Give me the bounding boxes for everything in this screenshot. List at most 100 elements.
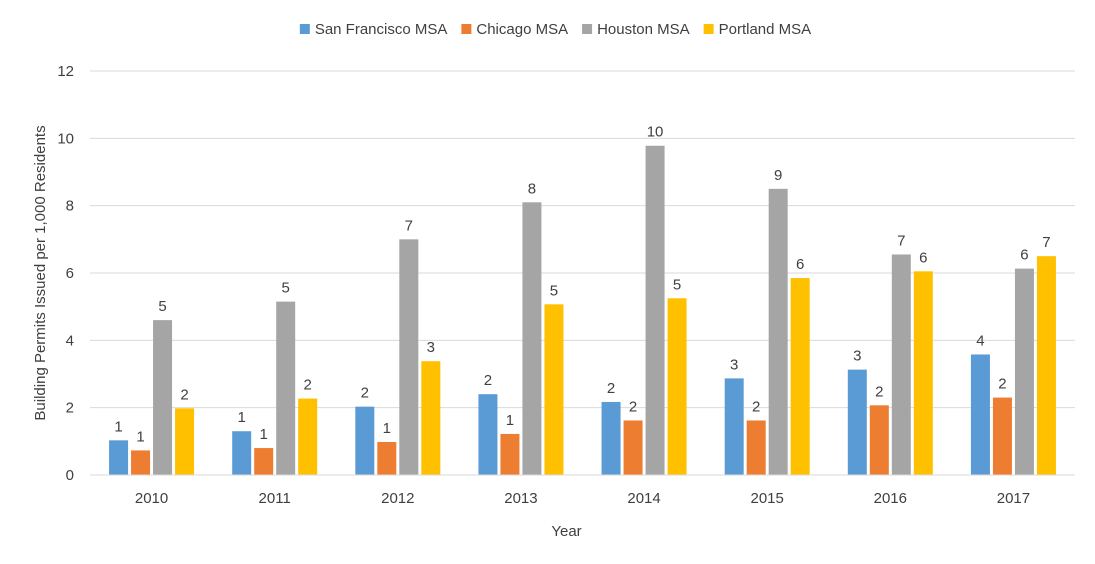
y-tick-label: 8 — [66, 198, 74, 215]
bar-chicago-msa-2010 — [131, 450, 151, 475]
data-label: 7 — [405, 217, 413, 234]
bars — [109, 145, 1056, 476]
legend-item: San Francisco MSA — [299, 21, 448, 38]
bar-chicago-msa-2016 — [869, 405, 889, 475]
data-label: 7 — [897, 232, 905, 249]
legend-label: Houston MSA — [597, 21, 690, 38]
y-tick-label: 4 — [66, 332, 74, 349]
legend-swatch — [299, 24, 310, 34]
data-label: 6 — [796, 256, 804, 273]
bar-portland-msa-2017 — [1036, 256, 1056, 475]
legend: San Francisco MSA Chicago MSA Houston MSA P… — [299, 21, 812, 38]
bar-portland-msa-2015 — [790, 278, 810, 475]
bar-chicago-msa-2012 — [377, 442, 397, 475]
data-label: 1 — [506, 412, 514, 429]
bar-portland-msa-2011 — [298, 398, 318, 475]
data-label: 9 — [774, 167, 782, 184]
legend-label: Portland MSA — [719, 21, 812, 38]
x-tick-label: 2011 — [259, 490, 291, 507]
bar-houston-msa-2010 — [153, 320, 173, 475]
legend-item: Houston MSA — [582, 21, 690, 38]
bar-portland-msa-2016 — [913, 271, 933, 475]
data-label: 10 — [647, 124, 664, 141]
data-label: 6 — [1020, 247, 1028, 264]
y-tick-label: 10 — [57, 130, 74, 147]
gridlines — [90, 70, 1075, 409]
data-label: 5 — [282, 280, 290, 297]
data-label: 1 — [114, 418, 122, 435]
data-label: 3 — [853, 348, 861, 365]
bar-san-francisco-msa-2010 — [109, 440, 129, 475]
legend-swatch — [703, 24, 714, 34]
x-axis-ticks: 2010 2011 2012 2013 2014 2015 2016 2017 — [135, 490, 1030, 507]
bar-houston-msa-2012 — [399, 239, 419, 475]
data-label: 5 — [550, 282, 558, 299]
bar-san-francisco-msa-2013 — [478, 394, 498, 475]
bar-houston-msa-2011 — [276, 301, 296, 475]
bar-chicago-msa-2011 — [254, 448, 274, 475]
x-axis-title: Year — [551, 523, 581, 540]
legend-item: Chicago MSA — [461, 21, 568, 38]
bar-portland-msa-2014 — [667, 298, 687, 475]
x-tick-label: 2012 — [381, 490, 414, 507]
bar-san-francisco-msa-2012 — [355, 406, 375, 475]
bar-houston-msa-2015 — [768, 188, 788, 476]
data-label: 1 — [136, 428, 144, 445]
x-tick-label: 2015 — [751, 490, 784, 507]
data-label: 2 — [180, 386, 188, 403]
legend-label: Chicago MSA — [476, 21, 568, 38]
data-label: 1 — [383, 420, 391, 437]
bar-portland-msa-2013 — [544, 304, 564, 475]
y-axis-ticks: 0 2 4 6 8 10 12 — [57, 63, 74, 484]
data-label: 2 — [484, 372, 492, 389]
bar-san-francisco-msa-2011 — [232, 431, 252, 475]
y-tick-label: 0 — [66, 467, 74, 484]
bar-houston-msa-2014 — [645, 145, 665, 476]
data-label: 3 — [730, 356, 738, 373]
bar-san-francisco-msa-2015 — [724, 378, 744, 475]
y-axis-title: Building Permits Issued per 1,000 Reside… — [32, 125, 49, 420]
bar-portland-msa-2010 — [175, 408, 195, 475]
bar-chicago-msa-2017 — [992, 397, 1012, 475]
data-label: 3 — [427, 339, 435, 356]
y-tick-label: 6 — [66, 265, 74, 282]
data-label: 5 — [158, 298, 166, 315]
y-tick-label: 2 — [66, 400, 74, 417]
data-label: 2 — [629, 398, 637, 415]
data-label: 8 — [528, 180, 536, 197]
x-tick-label: 2014 — [627, 490, 660, 507]
x-tick-label: 2017 — [997, 490, 1030, 507]
y-tick-label: 12 — [57, 63, 74, 80]
bar-chicago-msa-2013 — [500, 433, 520, 475]
data-label: 1 — [260, 426, 268, 443]
x-tick-label: 2013 — [504, 490, 537, 507]
bar-chicago-msa-2015 — [746, 420, 766, 475]
data-label: 2 — [752, 398, 760, 415]
data-label: 2 — [361, 385, 369, 402]
bar-chicago-msa-2014 — [623, 420, 643, 475]
data-label: 2 — [607, 380, 615, 397]
legend-swatch — [582, 24, 593, 34]
bar-san-francisco-msa-2017 — [970, 354, 990, 475]
legend-swatch — [461, 24, 472, 34]
data-label: 2 — [304, 377, 312, 394]
legend-item: Portland MSA — [703, 21, 812, 38]
data-label: 1 — [238, 409, 246, 426]
bar-san-francisco-msa-2016 — [847, 369, 867, 475]
data-label: 5 — [673, 276, 681, 293]
x-tick-label: 2016 — [874, 490, 907, 507]
bar-houston-msa-2017 — [1014, 268, 1034, 475]
data-label: 7 — [1042, 234, 1050, 251]
data-label: 4 — [976, 332, 984, 349]
legend-label: San Francisco MSA — [315, 21, 448, 38]
bar-houston-msa-2016 — [891, 254, 911, 475]
x-tick-label: 2010 — [135, 490, 168, 507]
data-label: 2 — [998, 376, 1006, 393]
data-label: 2 — [875, 383, 883, 400]
bar-san-francisco-msa-2014 — [601, 401, 621, 475]
bar-houston-msa-2013 — [522, 202, 542, 476]
data-label: 6 — [919, 249, 927, 266]
